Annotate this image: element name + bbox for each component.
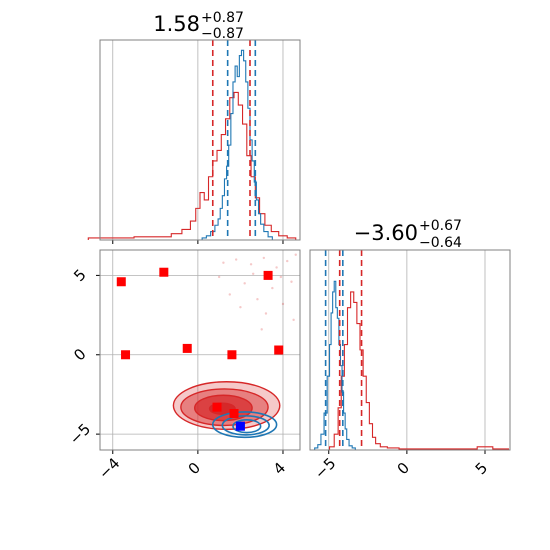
joint-red-sample-point: [234, 258, 238, 261]
joint-red-marker: [227, 350, 237, 360]
param2-title-plus: +0.67: [419, 218, 462, 234]
joint-red-marker: [229, 408, 239, 418]
param2-blue-histogram: [314, 280, 356, 450]
joint-red-sample-point: [292, 318, 295, 322]
param1-title-plus: +0.87: [201, 10, 244, 26]
param1-histogram-panel: 1.58 +0.87 −0.87: [87, 10, 301, 244]
param1-title-minus: −0.87: [201, 26, 244, 42]
joint-red-marker: [121, 350, 131, 360]
joint-red-sample-point: [228, 293, 231, 296]
joint-red-marker: [212, 402, 222, 412]
joint-red-sample-point: [256, 298, 259, 301]
joint-red-sample-point: [249, 263, 253, 266]
joint-red-sample-point: [279, 275, 283, 279]
joint-red-sample-point: [286, 259, 289, 263]
param1-title-value: 1.58: [153, 12, 200, 36]
joint-red-sample-point: [271, 286, 274, 290]
joint-red-sample-point: [243, 282, 246, 285]
param1-axes-frame: [99, 39, 301, 241]
joint-scatter-panel: −505−4 0 4: [66, 249, 301, 483]
joint-blue-marker: [235, 421, 245, 431]
joint-red-sample-point: [281, 302, 285, 306]
param2-axes-frame: [309, 249, 511, 451]
joint-blue-contour: [232, 419, 262, 434]
joint-red-marker: [116, 277, 126, 287]
joint-red-sample-point: [222, 261, 225, 264]
param2-title-value: −3.60: [354, 221, 418, 245]
joint-red-sample-point: [275, 266, 278, 269]
joint-red-sample-point: [290, 280, 293, 283]
joint-axes-frame: [99, 249, 301, 451]
joint-red-marker: [263, 270, 273, 280]
joint-red-marker: [159, 267, 169, 277]
joint-red-sample-point: [262, 256, 266, 260]
joint-red-sample-point: [294, 253, 297, 256]
param2-title-minus: −0.64: [419, 235, 462, 251]
joint-red-marker: [182, 343, 192, 353]
joint-red-sample-point: [217, 275, 221, 279]
joint-blue-contour: [211, 411, 278, 439]
joint-blue-contour: [221, 415, 270, 436]
joint-red-sample-point: [239, 305, 242, 309]
joint-red-marker: [274, 345, 284, 355]
param2-red-histogram: [328, 291, 509, 450]
param1-blue-histogram: [201, 49, 273, 240]
joint-red-sample-point: [251, 272, 255, 276]
joint-red-sample-point: [264, 312, 268, 315]
joint-red-sample-point: [260, 328, 263, 331]
param1-red-histogram: [87, 91, 297, 240]
